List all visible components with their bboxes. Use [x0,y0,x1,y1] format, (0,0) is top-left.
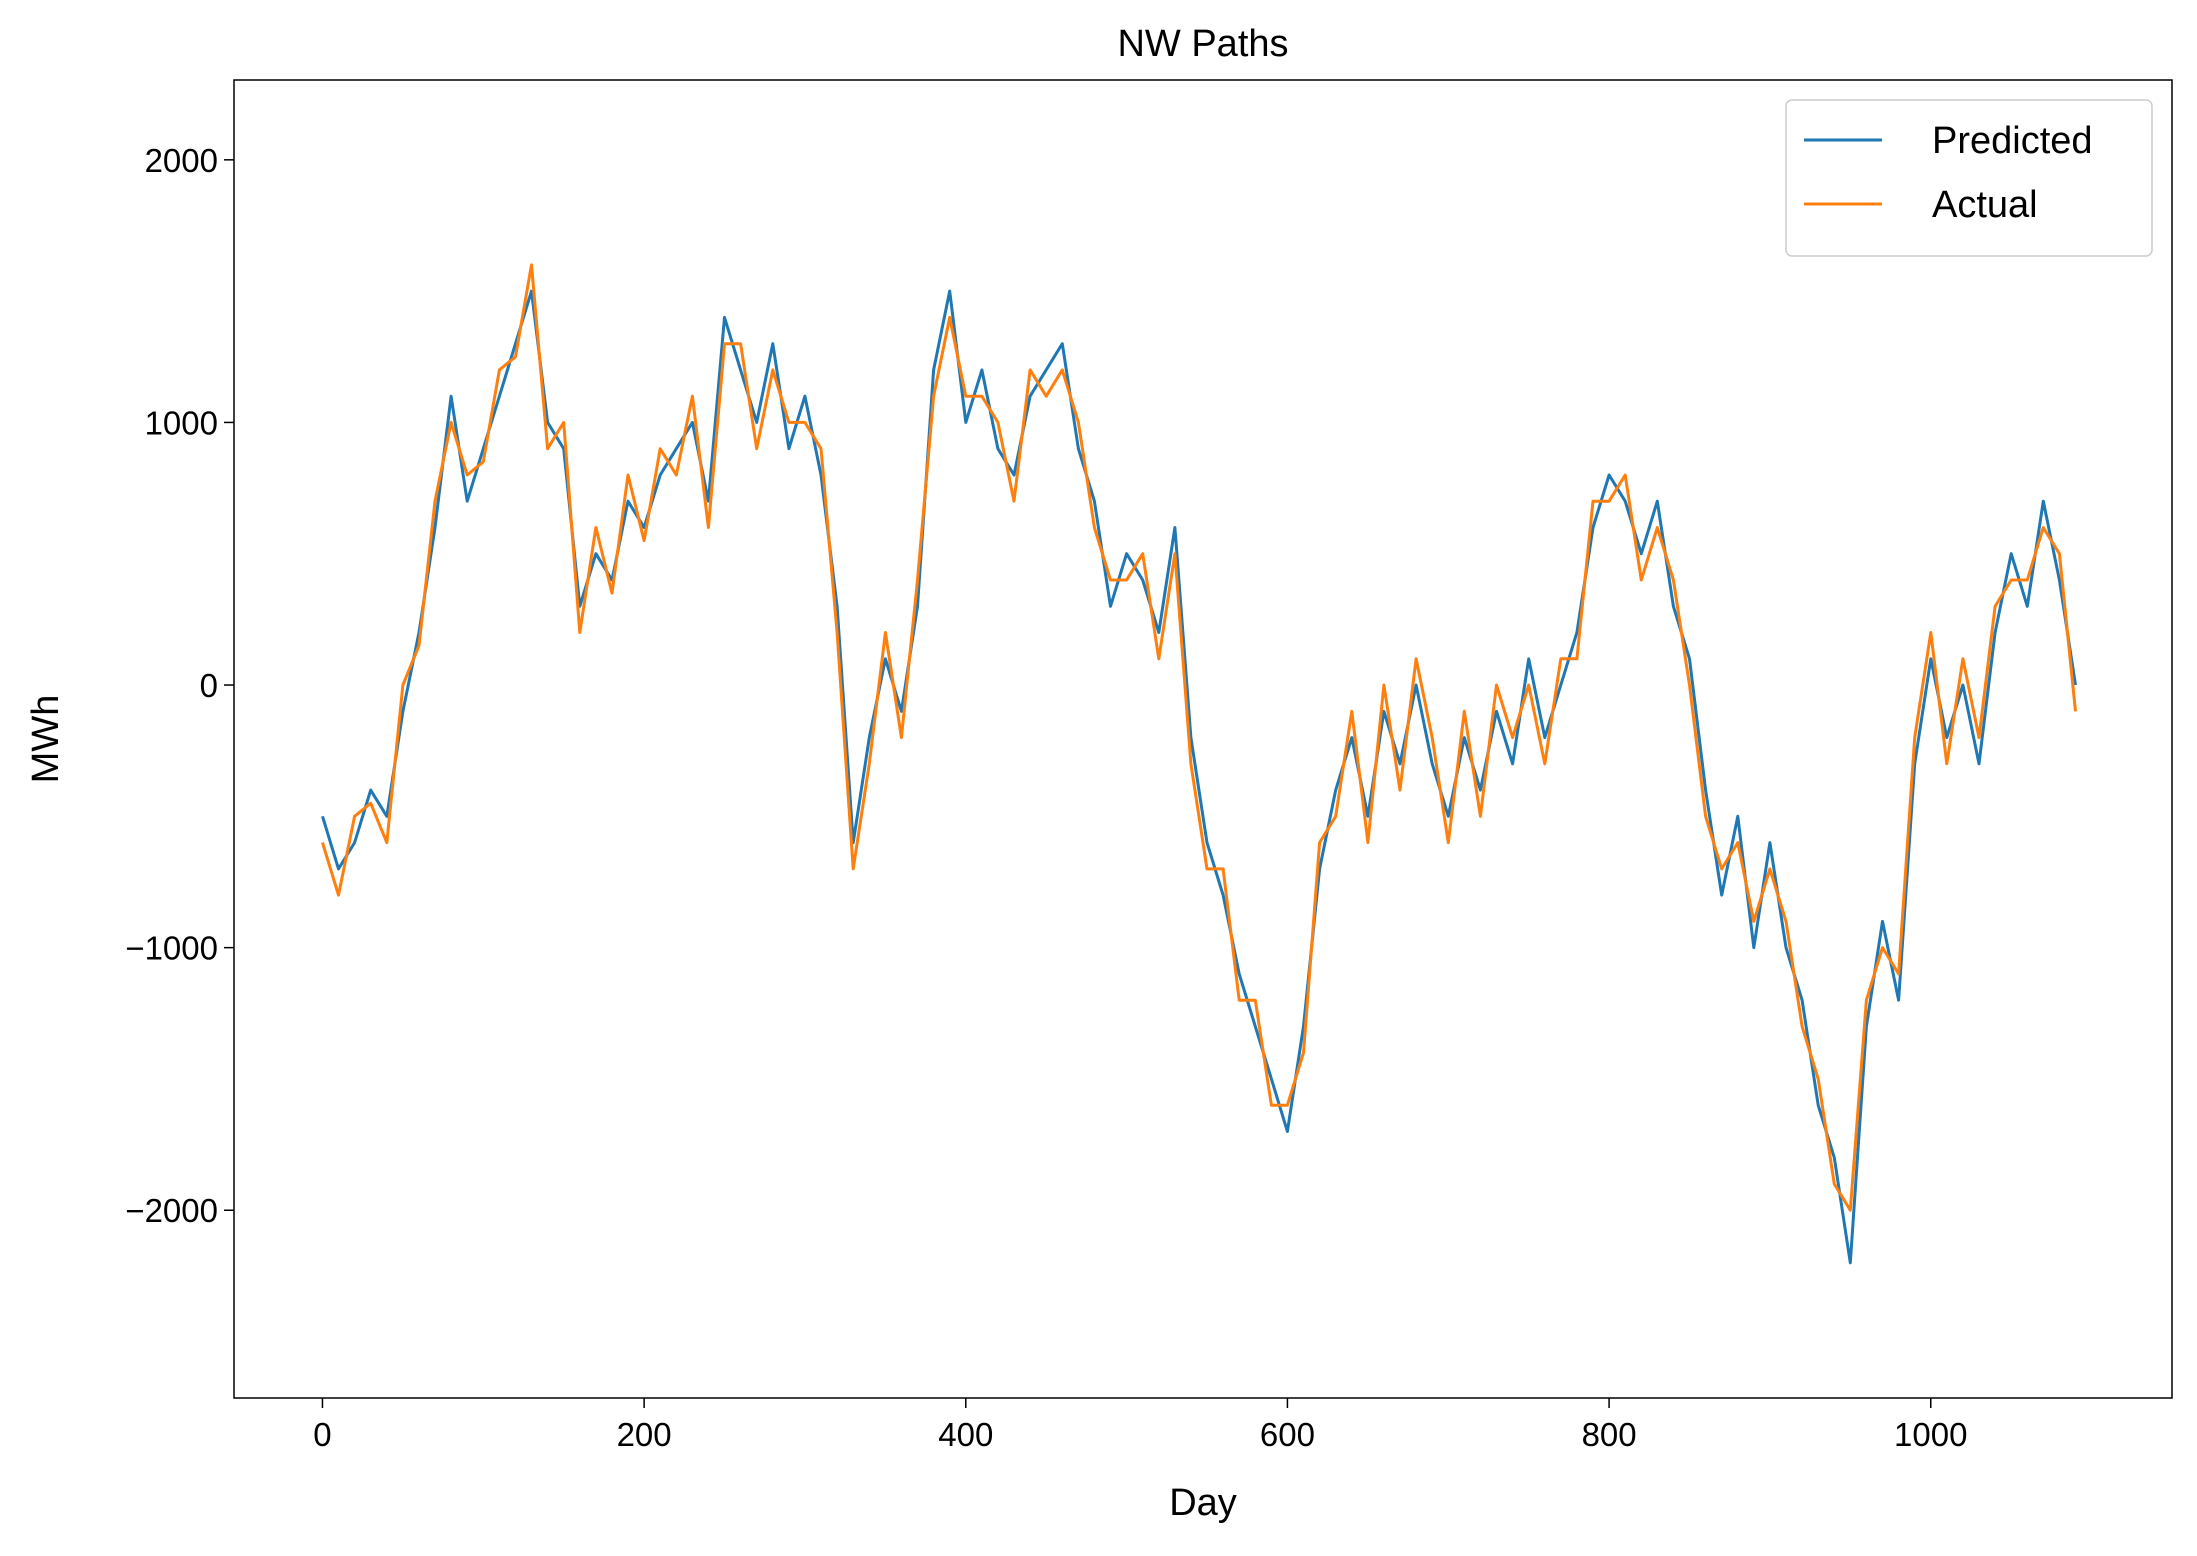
x-tick-label: 0 [313,1416,331,1453]
x-tick-label: 600 [1260,1416,1315,1453]
plot-frame [233,79,2173,1399]
y-tick-label: 0 [200,667,218,704]
y-axis-label: MWh [25,695,67,784]
legend-label: Actual [1932,184,2038,226]
legend-label: Predicted [1932,120,2093,162]
y-tick-label: 1000 [145,404,218,441]
x-tick-label: 800 [1582,1416,1637,1453]
line-series [321,263,2077,1212]
x-tick-label: 400 [938,1416,993,1453]
y-tick-label: −2000 [125,1192,218,1229]
x-axis-label: Day [1169,1482,1237,1524]
y-tick-label: −1000 [125,930,218,967]
x-tick-label: 1000 [1894,1416,1967,1453]
x-tick-label: 200 [617,1416,672,1453]
chart-title: NW Paths [1117,23,1288,65]
line-series [321,289,2077,1265]
y-tick-label: 2000 [145,142,218,179]
